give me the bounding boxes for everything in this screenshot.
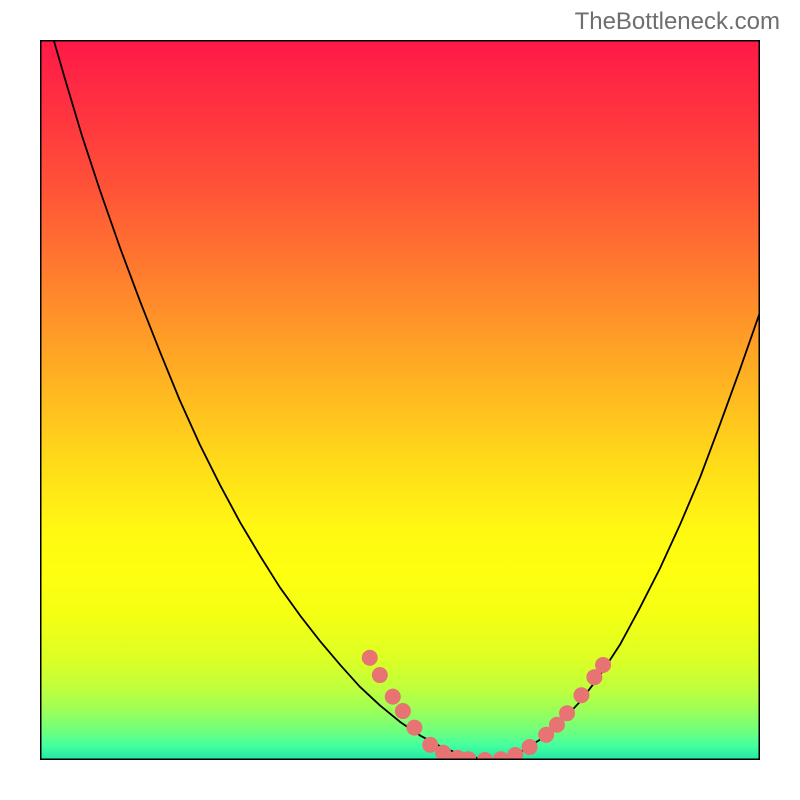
marker-dot: [508, 747, 523, 760]
marker-dot: [423, 737, 438, 752]
marker-dot: [407, 720, 422, 735]
marker-dot: [522, 740, 537, 755]
chart-container: TheBottleneck.com: [0, 0, 800, 800]
marker-dot: [436, 745, 451, 760]
gradient-background: [40, 40, 760, 760]
marker-dot: [560, 706, 575, 721]
marker-dot: [372, 668, 387, 683]
marker-dot: [596, 657, 611, 672]
chart-area: [40, 40, 760, 760]
marker-dot: [362, 650, 377, 665]
marker-dot: [574, 688, 589, 703]
marker-dot: [385, 689, 400, 704]
chart-svg: [40, 40, 760, 760]
marker-dot: [395, 704, 410, 719]
watermark-text: TheBottleneck.com: [575, 8, 780, 36]
